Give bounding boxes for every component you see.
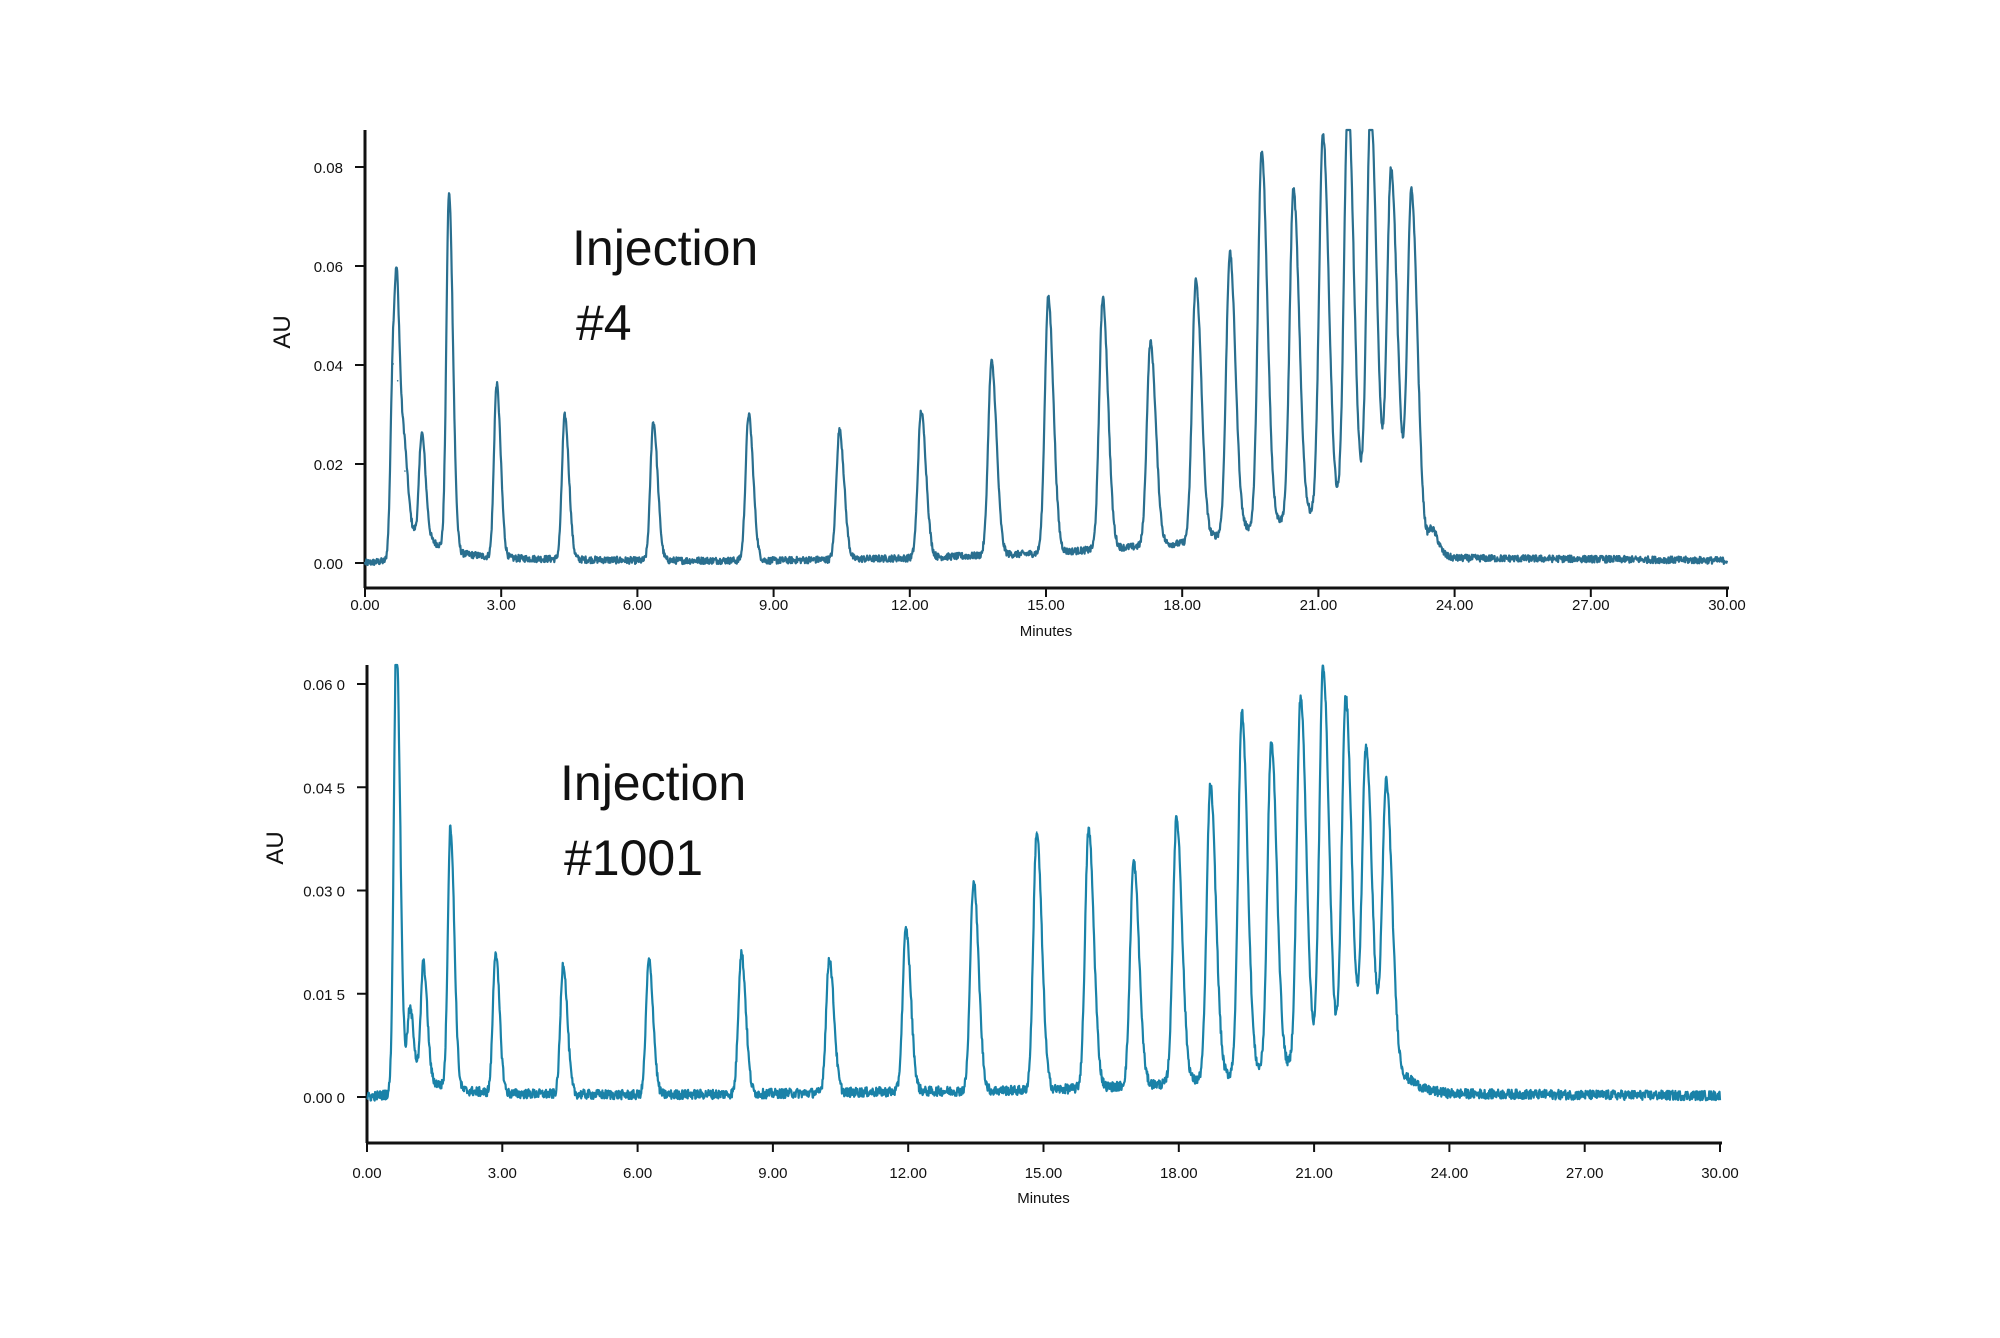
x-tick-label: 27.00 bbox=[1566, 1165, 1604, 1182]
peak-apex bbox=[1035, 831, 1038, 833]
peak-apex bbox=[1087, 828, 1090, 831]
y-tick-label: 0.01 5 bbox=[303, 987, 345, 1004]
peak-apex bbox=[972, 880, 975, 882]
peak-apex bbox=[1270, 741, 1273, 743]
peak-apex bbox=[1132, 861, 1135, 863]
annotation-line-2: #1001 bbox=[564, 830, 703, 886]
peak-apex bbox=[1369, 129, 1372, 131]
peak-apex bbox=[562, 962, 564, 965]
x-tick-label: 27.00 bbox=[1572, 597, 1610, 614]
annotation-line-2: #4 bbox=[576, 295, 632, 351]
y-axis-label: AU bbox=[269, 315, 296, 348]
peak-apex bbox=[422, 961, 425, 964]
peak-apex bbox=[392, 363, 394, 365]
peak-apex bbox=[1322, 664, 1324, 667]
peak-apex bbox=[1299, 695, 1302, 698]
peak-apex bbox=[448, 192, 450, 195]
x-axis-label: Minutes bbox=[1017, 1190, 1070, 1207]
y-tick-label: 0.04 bbox=[314, 358, 343, 375]
peak-apex bbox=[1195, 279, 1197, 282]
peak-apex bbox=[1047, 297, 1050, 299]
x-tick-label: 0.00 bbox=[352, 1165, 381, 1182]
peak-apex bbox=[652, 421, 655, 423]
x-tick-label: 18.00 bbox=[1163, 597, 1201, 614]
x-tick-label: 15.00 bbox=[1025, 1165, 1063, 1182]
x-tick-label: 6.00 bbox=[623, 1165, 652, 1182]
x-tick-label: 6.00 bbox=[623, 597, 652, 614]
y-tick-label: 0.08 bbox=[314, 160, 343, 177]
chromatogram-trace bbox=[366, 663, 1722, 1102]
chromatogram-trace bbox=[363, 128, 1729, 567]
peak-apex bbox=[1260, 151, 1263, 153]
x-tick-label: 15.00 bbox=[1027, 597, 1065, 614]
peak-apex bbox=[747, 413, 750, 416]
x-tick-label: 24.00 bbox=[1436, 597, 1474, 614]
y-tick-label: 0.00 0 bbox=[303, 1090, 345, 1107]
peak-apex bbox=[1365, 745, 1367, 747]
peak-apex bbox=[404, 470, 406, 472]
y-axis-label: AU bbox=[262, 831, 289, 864]
x-tick-label: 3.00 bbox=[488, 1165, 517, 1182]
peak-apex bbox=[420, 431, 423, 434]
peak-apex bbox=[495, 383, 498, 386]
x-axis-label: Minutes bbox=[1020, 623, 1073, 640]
peak-apex bbox=[1209, 785, 1212, 787]
peak-apex bbox=[1344, 695, 1347, 698]
peak-apex bbox=[1347, 129, 1349, 131]
x-tick-label: 21.00 bbox=[1300, 597, 1338, 614]
x-tick-label: 9.00 bbox=[758, 1165, 787, 1182]
peak-apex bbox=[1390, 167, 1392, 170]
peak-apex bbox=[409, 1008, 411, 1011]
peak-apex bbox=[828, 957, 831, 960]
x-tick-label: 30.00 bbox=[1708, 597, 1746, 614]
peak-apex bbox=[563, 414, 566, 417]
peak-apex bbox=[1322, 133, 1324, 136]
x-tick-label: 12.00 bbox=[889, 1165, 927, 1182]
chart-injection-4: 0.00 0.02 0.04 0.06 0.08 0.00 3.00 6.00 9.00 12.0… bbox=[269, 128, 1746, 640]
y-tick-label: 0.03 0 bbox=[303, 884, 345, 901]
peak-apex bbox=[990, 361, 993, 363]
x-tick-label: 18.00 bbox=[1160, 1165, 1198, 1182]
peak-apex bbox=[920, 410, 922, 413]
y-tick-label: 0.04 5 bbox=[303, 780, 345, 797]
peak-apex bbox=[1101, 298, 1104, 300]
peak-apex bbox=[494, 951, 497, 953]
x-tick-label: 3.00 bbox=[487, 597, 516, 614]
peak-apex bbox=[905, 928, 907, 931]
y-tick-label: 0.02 bbox=[314, 457, 343, 474]
y-tick-label: 0.00 bbox=[314, 556, 343, 573]
x-tick-label: 12.00 bbox=[891, 597, 929, 614]
annotation-line-1: Injection bbox=[560, 755, 746, 811]
x-tick-label: 24.00 bbox=[1431, 1165, 1469, 1182]
peak-apex bbox=[740, 951, 743, 954]
peak-apex bbox=[1292, 188, 1295, 191]
peak-apex bbox=[1410, 189, 1413, 192]
peak-apex bbox=[1175, 817, 1178, 820]
annotation-line-1: Injection bbox=[572, 220, 758, 276]
x-tick-label: 30.00 bbox=[1701, 1165, 1739, 1182]
peak-apex bbox=[449, 825, 452, 828]
peak-apex bbox=[648, 959, 650, 962]
peak-apex bbox=[1385, 779, 1388, 782]
peak-apex bbox=[1149, 341, 1152, 344]
peak-apex bbox=[1431, 528, 1433, 530]
y-tick-label: 0.06 bbox=[314, 259, 343, 276]
peak-apex bbox=[396, 379, 399, 382]
x-tick-label: 21.00 bbox=[1295, 1165, 1333, 1182]
x-tick-label: 9.00 bbox=[759, 597, 788, 614]
peak-apex bbox=[395, 664, 398, 666]
peak-apex bbox=[838, 429, 841, 432]
x-tick-label: 0.00 bbox=[350, 597, 379, 614]
peak-apex bbox=[1241, 711, 1243, 714]
peak-apex bbox=[1229, 252, 1231, 254]
y-tick-label: 0.06 0 bbox=[303, 677, 345, 694]
chart-injection-1001: 0.00 0 0.01 5 0.03 0 0.04 5 0.06 0 0.00 3.00 6.… bbox=[262, 663, 1739, 1207]
